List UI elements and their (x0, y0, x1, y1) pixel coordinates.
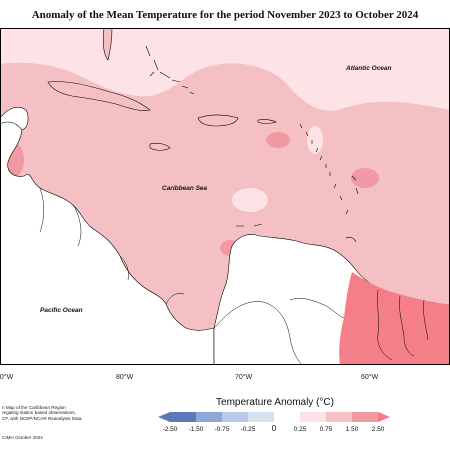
light-anomaly-patch-east (307, 126, 323, 154)
bahamas-islands (145, 45, 195, 95)
colorbar-segment (196, 412, 223, 422)
puerto-rico-land (257, 119, 277, 124)
light-anomaly-patch (325, 28, 450, 70)
colorbar: -2.50 -1.50 -0.75 -0.25 0 0.25 0.75 1.50 2.50 (158, 412, 390, 433)
warm-anomaly-patch-2 (351, 168, 379, 188)
colorbar-tick-label: 0.25 (294, 426, 307, 433)
label-caribbean-sea: Caribbean Sea (162, 185, 208, 192)
jamaica-land (149, 142, 171, 151)
colorbar-segment (300, 412, 327, 422)
colorbar-segment (274, 412, 301, 422)
label-pacific-ocean: Pacific Ocean (40, 307, 83, 314)
colorbar-segment (326, 412, 353, 422)
colorbar-tick-label: -0.75 (215, 426, 230, 433)
map-title: Anomaly of the Mean Temperature for the … (31, 9, 419, 21)
credit-line-1: n Map of the Caribbean Region (2, 405, 66, 410)
colorbar-segment (248, 412, 275, 422)
colorbar-tick-label: 0 (272, 423, 277, 433)
longitude-axis: 90°W 80°W 70°W 60°W (0, 373, 379, 381)
country-borders (39, 187, 429, 365)
cuba-land (47, 81, 151, 111)
warm-anomaly-patch-1 (266, 132, 290, 148)
colorbar-segment (352, 412, 379, 422)
credit-text: n Map of the Caribbean Region regating s… (2, 405, 83, 421)
lon-tick-70w: 70°W (235, 373, 253, 381)
light-anomaly-patch-south (232, 188, 268, 212)
colorbar-extend-low (158, 412, 170, 422)
yucatan-land (0, 106, 29, 131)
credit-source: CIMH October 2024 (2, 435, 43, 440)
colorbar-segment (222, 412, 249, 422)
colorbar-tick-label: 1.50 (346, 426, 359, 433)
colorbar-tick-label: 0.75 (320, 426, 333, 433)
lesser-antilles-islands (299, 123, 359, 215)
lon-tick-90w: 90°W (0, 373, 14, 381)
hispaniola-land (197, 114, 239, 127)
hot-anomaly-guianas (339, 272, 450, 365)
colorbar-tick-label: -0.25 (241, 426, 256, 433)
colorbar-segment (170, 412, 197, 422)
colorbar-extend-high (378, 412, 390, 422)
lon-tick-60w: 60°W (361, 373, 379, 381)
colorbar-tick-label: 2.50 (372, 426, 385, 433)
credit-line-3: CF, with NCEP/NCAR Reanalysis Data. (2, 415, 83, 421)
colorbar-tick-label: -1.50 (189, 426, 204, 433)
temperature-anomaly-map: Atlantic Ocean Caribbean Sea Pacific Oce… (0, 28, 450, 365)
florida-land (102, 28, 113, 61)
light-anomaly-top (0, 28, 450, 111)
central-america-land (0, 115, 215, 365)
lon-tick-80w: 80°W (116, 373, 134, 381)
legend-title: Temperature Anomaly (°C) (216, 397, 334, 408)
colorbar-tick-label: -2.50 (163, 426, 178, 433)
label-atlantic-ocean: Atlantic Ocean (345, 65, 392, 72)
credit-line-2: regating station based observations, (2, 410, 76, 416)
southern-islands (236, 223, 357, 243)
